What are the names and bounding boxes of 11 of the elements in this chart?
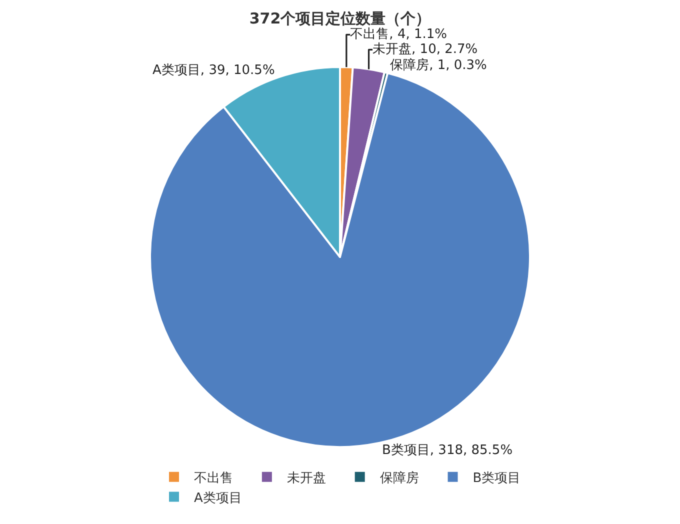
data-label: 未开盘, 10, 2.7% <box>372 42 478 58</box>
legend-label: 未开盘 <box>286 470 326 486</box>
legend-label: 保障房 <box>380 470 419 486</box>
legend-label: B类项目 <box>472 470 521 486</box>
legend-label: A类项目 <box>194 490 242 506</box>
data-label: A类项目, 39, 10.5% <box>152 62 275 78</box>
data-label: B类项目, 318, 85.5% <box>382 442 513 458</box>
chart-title: 372个项目定位数量（个） <box>249 10 431 28</box>
data-label: 不出售, 4, 1.1% <box>350 27 447 42</box>
legend-label: 不出售 <box>194 470 233 486</box>
data-label: 保障房, 1, 0.3% <box>390 57 487 74</box>
